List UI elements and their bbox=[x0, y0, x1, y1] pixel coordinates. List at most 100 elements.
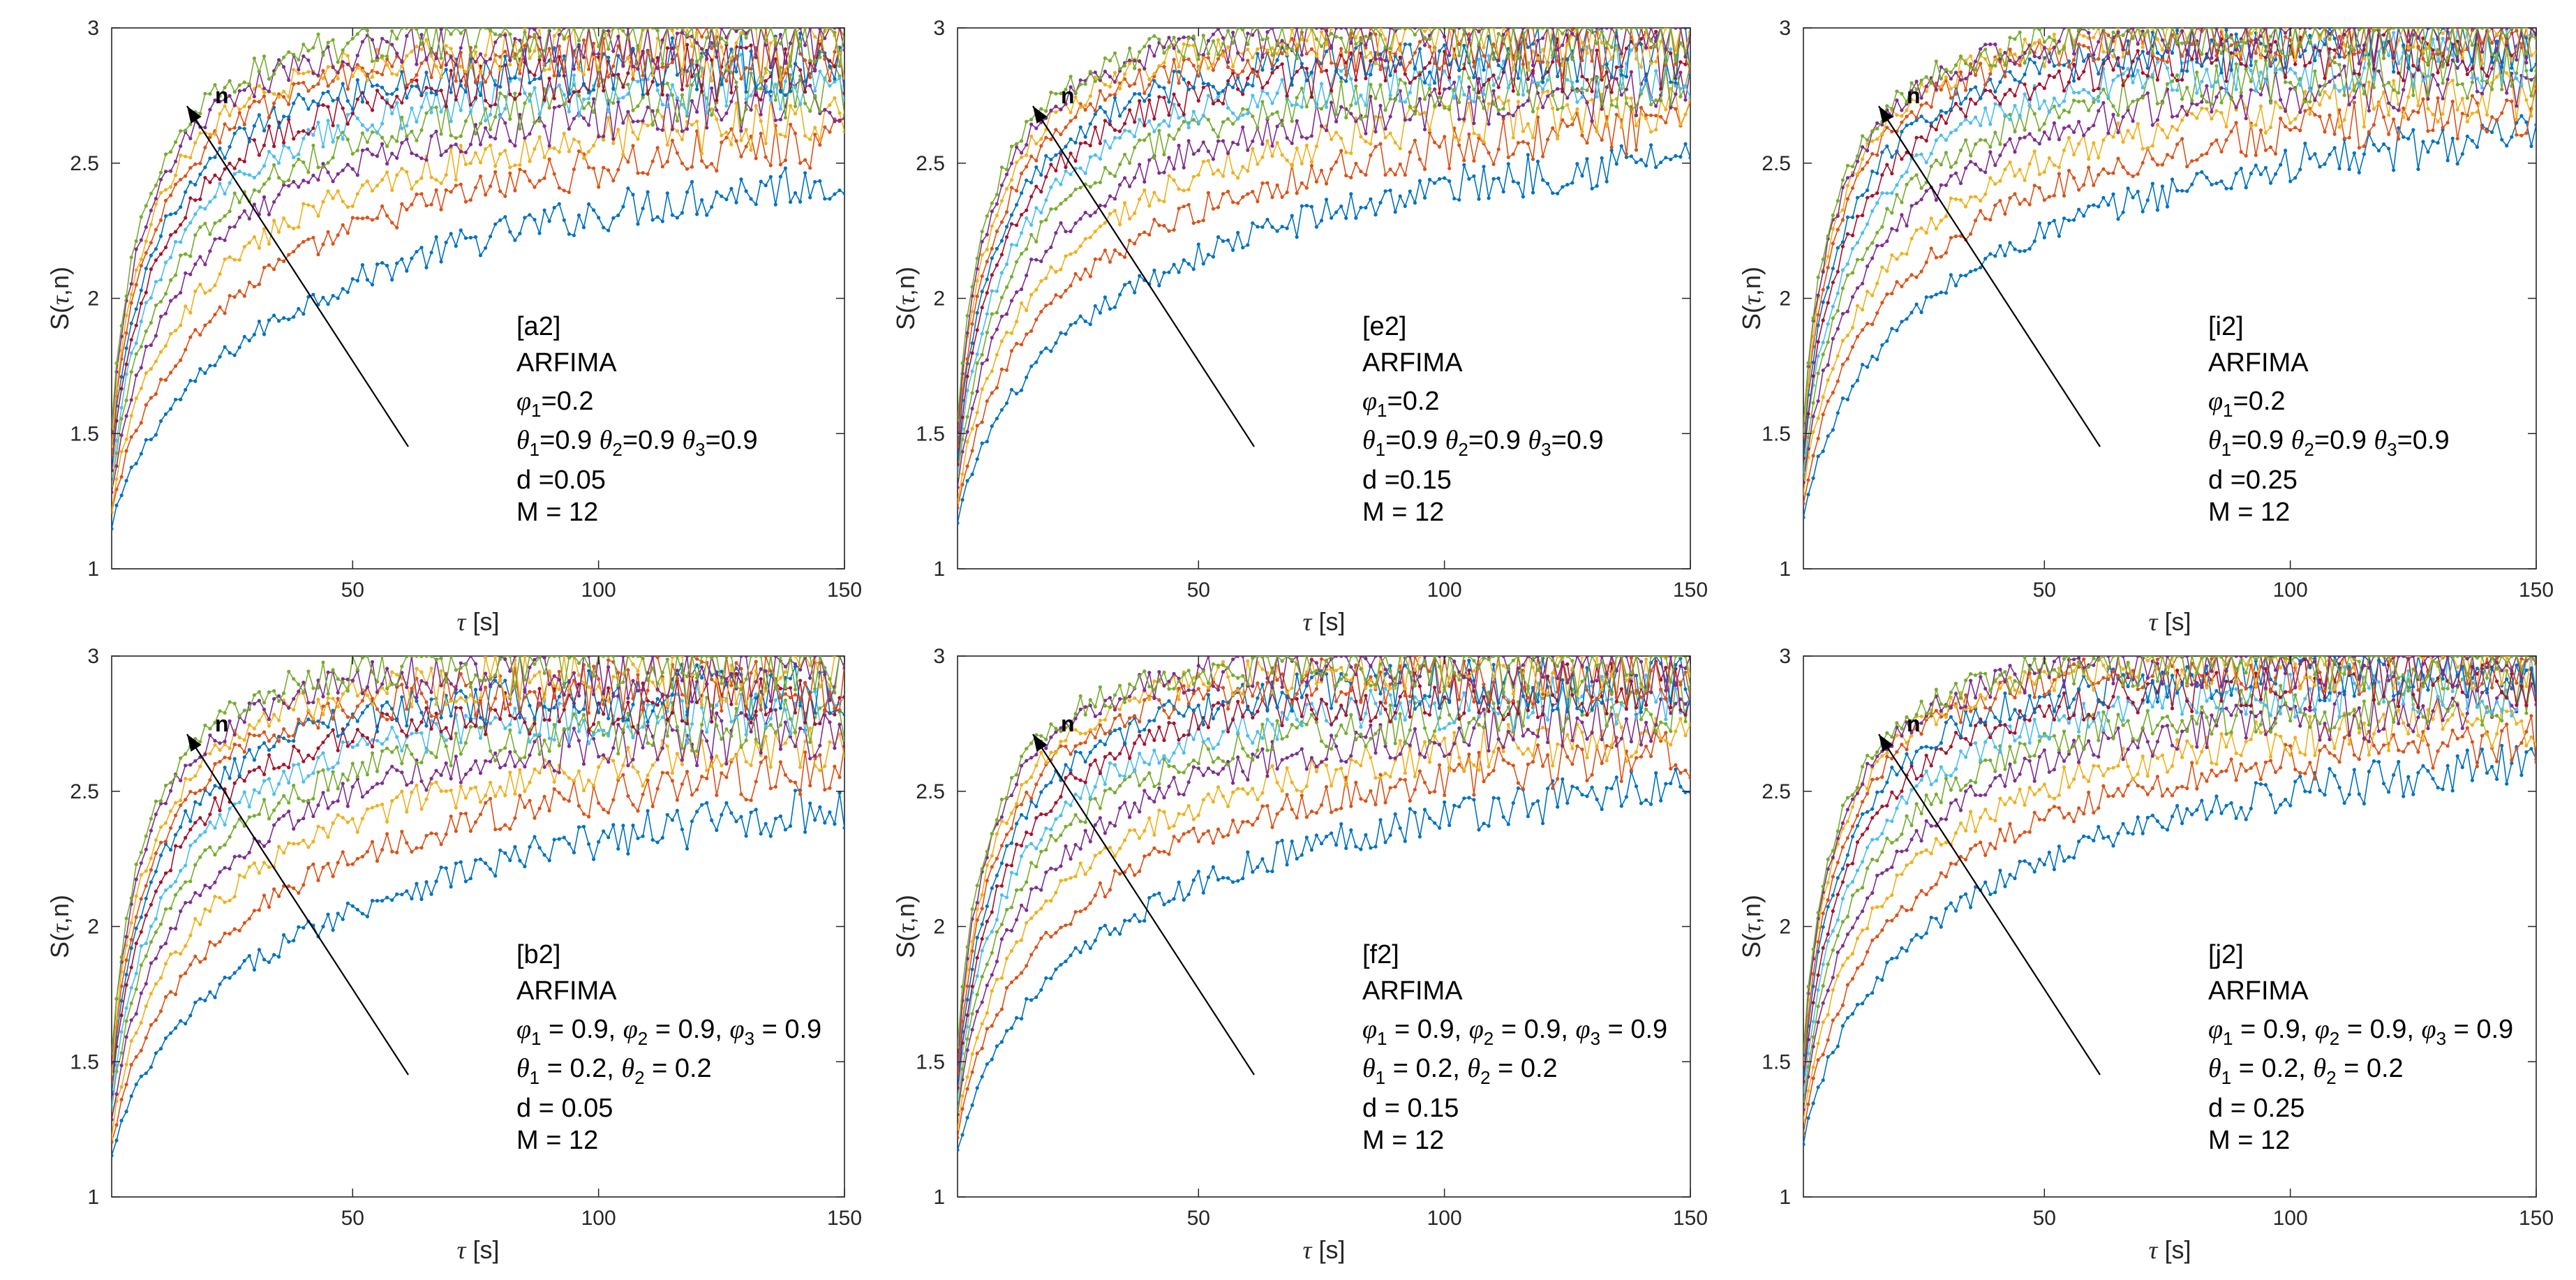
model-label: ARFIMA bbox=[1362, 348, 1463, 378]
model-label: ARFIMA bbox=[1362, 976, 1463, 1006]
m-param: M = 12 bbox=[1362, 498, 1444, 527]
n-arrow-line bbox=[1032, 105, 1255, 447]
model-label: ARFIMA bbox=[516, 348, 617, 378]
y-tick-label: 1 bbox=[87, 1186, 99, 1209]
d-param: d = 0.15 bbox=[1362, 1094, 1459, 1123]
y-tick-label: 2 bbox=[87, 916, 99, 939]
d-param: d =0.25 bbox=[2208, 466, 2298, 495]
x-tick-label: 100 bbox=[2273, 579, 2308, 602]
x-tick-label: 50 bbox=[1187, 1207, 1210, 1230]
series-line-n11 bbox=[1803, 28, 2536, 424]
panel-title: [e2] bbox=[1362, 312, 1406, 341]
panel-j2: 1 1.5 2 2.5 3 50 100 150 τ [s] S(τ,n) n [j2] ARFIMA φ… bbox=[1737, 645, 2554, 1264]
series-markers-n12 bbox=[958, 656, 1690, 1049]
y-tick-label: 3 bbox=[933, 17, 945, 40]
series-markers-n4 bbox=[112, 77, 844, 494]
y-tick-label: 2 bbox=[1779, 288, 1791, 311]
series-group bbox=[958, 28, 1690, 526]
series-markers-n1 bbox=[1803, 743, 2536, 1147]
n-arrow-label: n bbox=[1907, 83, 1921, 108]
phi-params: φ1 = 0.9, φ2 = 0.9, φ3 = 0.9 bbox=[516, 1015, 821, 1049]
y-tick-label: 2.5 bbox=[916, 780, 945, 803]
y-tick-label: 1.5 bbox=[70, 1050, 99, 1073]
series-group bbox=[112, 28, 844, 531]
series-line-n8 bbox=[112, 661, 844, 1092]
y-axis-label: S(τ,n) bbox=[1737, 267, 1766, 330]
n-arrow-line bbox=[1878, 105, 2101, 447]
y-tick-label: 1 bbox=[933, 1186, 945, 1209]
series-markers-n1 bbox=[958, 767, 1690, 1152]
m-param: M = 12 bbox=[1362, 1126, 1444, 1155]
n-arrow-line bbox=[186, 734, 409, 1076]
y-tick-label: 1.5 bbox=[1762, 1050, 1791, 1073]
series-markers-n1 bbox=[112, 788, 844, 1158]
x-tick-label: 100 bbox=[1427, 1207, 1462, 1230]
series-markers-n12 bbox=[958, 28, 1690, 422]
y-tick-label: 3 bbox=[87, 645, 99, 668]
series-markers-n1 bbox=[112, 166, 844, 531]
n-arrow-head bbox=[1879, 106, 1893, 124]
y-tick-label: 2.5 bbox=[1762, 780, 1791, 803]
y-axis-label: S(τ,n) bbox=[891, 267, 920, 330]
series-line-n7 bbox=[958, 29, 1690, 465]
m-param: M = 12 bbox=[2208, 498, 2290, 527]
series-group bbox=[1803, 28, 2536, 519]
series-line-n8 bbox=[112, 33, 844, 459]
d-param: d =0.05 bbox=[516, 466, 606, 495]
y-tick-label: 1 bbox=[87, 558, 99, 581]
d-param: d = 0.05 bbox=[516, 1094, 613, 1123]
theta-params: θ1 = 0.2, θ2 = 0.2 bbox=[1362, 1054, 1558, 1088]
m-param: M = 12 bbox=[516, 1126, 598, 1155]
x-tick-label: 50 bbox=[2033, 579, 2056, 602]
x-tick-label: 100 bbox=[2273, 1207, 2308, 1230]
phi-params: φ1=0.2 bbox=[2208, 387, 2286, 421]
n-arrow-head bbox=[1879, 734, 1893, 752]
series-line-n4 bbox=[112, 708, 844, 1120]
y-tick-label: 2 bbox=[933, 288, 945, 311]
series-markers-n3 bbox=[1803, 700, 2536, 1122]
x-tick-label: 150 bbox=[2519, 1207, 2554, 1230]
n-arrow-label: n bbox=[215, 711, 229, 736]
series-line-n3 bbox=[958, 713, 1690, 1129]
n-arrow-head bbox=[1033, 734, 1048, 752]
series-markers-n4 bbox=[112, 707, 844, 1122]
y-tick-label: 3 bbox=[87, 17, 99, 40]
series-markers-n2 bbox=[1803, 714, 2536, 1136]
x-tick-label: 150 bbox=[827, 1207, 862, 1230]
series-markers-n2 bbox=[958, 731, 1690, 1140]
phi-params: φ1=0.2 bbox=[516, 387, 594, 421]
phi-params: φ1=0.2 bbox=[1362, 387, 1440, 421]
y-tick-label: 2.5 bbox=[916, 152, 945, 175]
series-markers-n12 bbox=[112, 656, 844, 1055]
x-tick-label: 100 bbox=[581, 1207, 616, 1230]
y-axis-label: S(τ,n) bbox=[891, 895, 920, 958]
y-tick-label: 1 bbox=[1779, 558, 1791, 581]
series-markers-n12 bbox=[1803, 28, 2536, 428]
series-markers-n12 bbox=[112, 28, 844, 429]
series-markers-n12 bbox=[1803, 656, 2536, 1054]
series-group bbox=[112, 656, 844, 1158]
series-markers-n3 bbox=[958, 87, 1690, 505]
y-tick-label: 2 bbox=[1779, 916, 1791, 939]
y-tick-label: 2.5 bbox=[70, 152, 99, 175]
x-tick-label: 100 bbox=[581, 579, 616, 602]
model-label: ARFIMA bbox=[2208, 348, 2309, 378]
axes-box bbox=[111, 27, 845, 570]
x-axis-label: τ [s] bbox=[2149, 607, 2191, 636]
y-axis-label: S(τ,n) bbox=[45, 895, 74, 958]
y-axis-label: S(τ,n) bbox=[45, 267, 74, 330]
m-param: M = 12 bbox=[516, 498, 598, 527]
x-tick-label: 150 bbox=[1673, 579, 1708, 602]
y-tick-label: 3 bbox=[933, 645, 945, 668]
y-tick-label: 2.5 bbox=[1762, 152, 1791, 175]
theta-params: θ1 = 0.2, θ2 = 0.2 bbox=[2208, 1054, 2404, 1088]
y-tick-label: 1.5 bbox=[916, 422, 945, 445]
series-markers-n4 bbox=[1803, 682, 2536, 1112]
series-markers-n9 bbox=[958, 656, 1690, 1076]
panel-f2: 1 1.5 2 2.5 3 50 100 150 τ [s] S(τ,n) n [f2] ARFIMA φ… bbox=[891, 645, 1708, 1264]
y-tick-label: 2 bbox=[87, 288, 99, 311]
x-axis-label: τ [s] bbox=[1303, 607, 1346, 636]
y-tick-label: 3 bbox=[1779, 645, 1791, 668]
y-tick-label: 1 bbox=[933, 558, 945, 581]
theta-params: θ1=0.9 θ2=0.9 θ3=0.9 bbox=[1362, 426, 1604, 460]
